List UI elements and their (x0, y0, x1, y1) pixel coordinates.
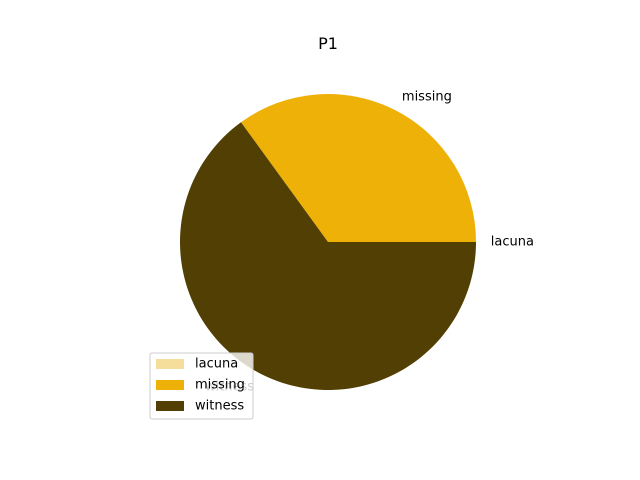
legend-swatch-missing (156, 380, 184, 390)
slice-label-lacuna: lacuna (491, 235, 534, 250)
legend-entries: lacuna missing witness (156, 357, 245, 414)
legend-swatch-lacuna (156, 359, 184, 369)
chart-title: P1 (318, 34, 338, 53)
pie-slice-witness (180, 122, 477, 390)
legend-label-lacuna: lacuna (195, 357, 238, 372)
legend-label-witness: witness (195, 399, 244, 414)
legend-label-missing: missing (195, 378, 245, 393)
legend-swatch-witness (156, 401, 184, 411)
pie-slices (180, 94, 477, 390)
slice-label-missing: missing (402, 89, 452, 104)
legend: lacuna missing witness (149, 352, 254, 420)
pie-slice-missing (241, 94, 477, 242)
